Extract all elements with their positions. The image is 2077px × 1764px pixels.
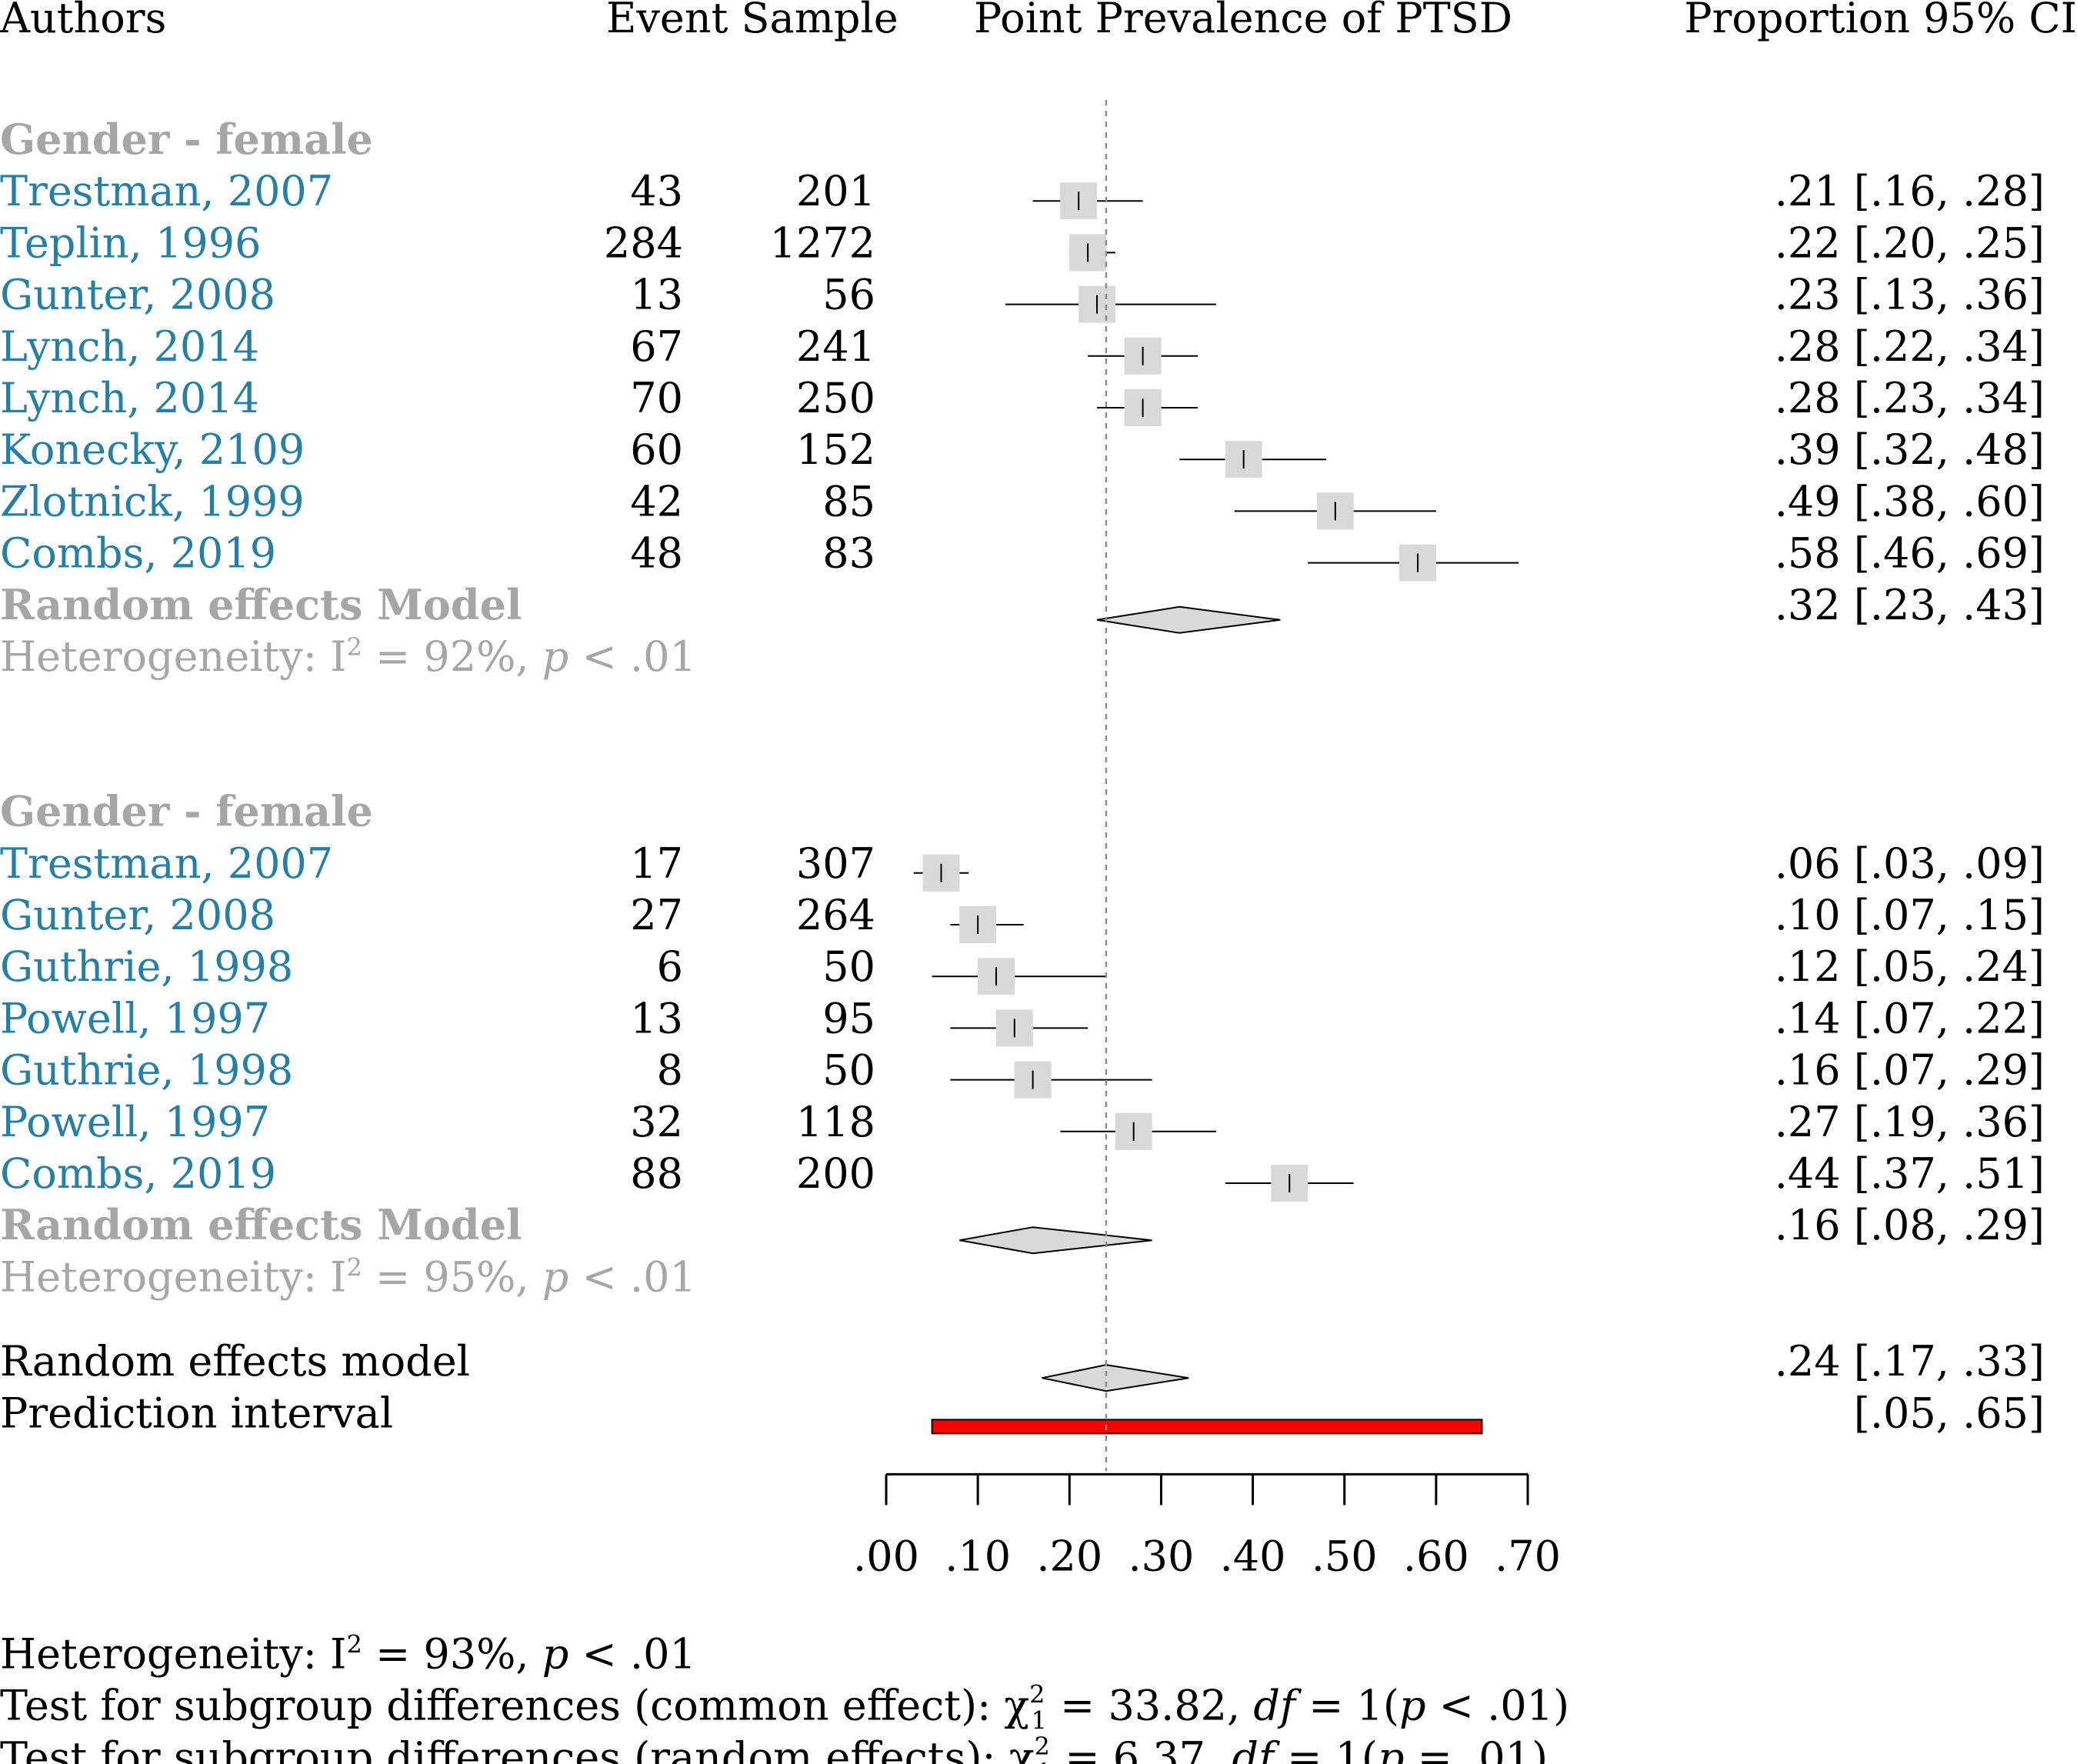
- study-sample: 250: [796, 374, 875, 422]
- x-axis-tick-label: .40: [1220, 1532, 1286, 1580]
- study-sample: 200: [796, 1149, 875, 1198]
- study-author: Powell, 1997: [0, 1098, 270, 1146]
- study-events: 60: [630, 425, 683, 474]
- study-ci: .06 [.03, .09]: [1775, 839, 2045, 888]
- study-author: Konecky, 2109: [0, 425, 305, 474]
- subgroup-1-model-label: Random effects Model: [0, 1200, 522, 1249]
- prediction-interval-label: Prediction interval: [0, 1389, 393, 1437]
- study-author: Zlotnick, 1999: [0, 477, 305, 525]
- study-author: Lynch, 2014: [0, 322, 259, 371]
- study-events: 13: [630, 271, 683, 319]
- study-events: 17: [630, 839, 683, 888]
- prediction-interval-ci: [.05, .65]: [1854, 1389, 2045, 1437]
- study-ci: .27 [.19, .36]: [1775, 1098, 2045, 1146]
- study-sample: 118: [796, 1098, 875, 1146]
- subgroup-1-label: Gender - female: [0, 787, 373, 836]
- study-ci: .23 [.13, .36]: [1775, 271, 2045, 319]
- study-ci: .21 [.16, .28]: [1775, 167, 2045, 215]
- study-author: Combs, 2019: [0, 1149, 276, 1198]
- subgroup-0-heterogeneity: Heterogeneity: I2 = 92%, p < .01: [0, 632, 696, 681]
- subgroup-0-model-label: Random effects Model: [0, 580, 522, 629]
- study-ci: .14 [.07, .22]: [1775, 994, 2045, 1042]
- x-axis-tick-label: .30: [1128, 1532, 1194, 1580]
- header-plot-title: Point Prevalence of PTSD: [974, 0, 1512, 42]
- study-author: Trestman, 2007: [0, 839, 333, 888]
- study-sample: 85: [822, 477, 875, 525]
- study-events: 42: [630, 477, 683, 525]
- header-event-sample: Event Sample: [606, 0, 898, 42]
- study-author: Combs, 2019: [0, 529, 276, 578]
- x-axis-tick-label: .60: [1403, 1532, 1469, 1580]
- subgroup-1-heterogeneity: Heterogeneity: I2 = 95%, p < .01: [0, 1252, 696, 1301]
- study-sample: 83: [822, 529, 875, 578]
- study-ci: .28 [.23, .34]: [1775, 374, 2045, 422]
- subgroup-1-diamond: [959, 1226, 1152, 1255]
- footer-heterogeneity: Heterogeneity: I2 = 93%, p < .01: [0, 1629, 696, 1678]
- header-authors: Authors: [0, 0, 166, 42]
- study-author: Gunter, 2008: [0, 271, 275, 319]
- study-ci: .49 [.38, .60]: [1775, 477, 2045, 525]
- study-author: Lynch, 2014: [0, 374, 259, 422]
- study-sample: 95: [822, 994, 875, 1042]
- study-author: Guthrie, 1998: [0, 1046, 293, 1095]
- study-sample: 201: [796, 167, 875, 215]
- study-ci: .22 [.20, .25]: [1775, 218, 2045, 267]
- study-events: 70: [630, 374, 683, 422]
- study-ci: .44 [.37, .51]: [1775, 1149, 2045, 1198]
- footer-subgroup-test: Test for subgroup differences (random ef…: [0, 1732, 1548, 1764]
- study-sample: 56: [822, 271, 875, 319]
- study-sample: 1272: [770, 218, 875, 267]
- prediction-interval-bar: [931, 1419, 1483, 1435]
- overall-model-label: Random effects model: [0, 1337, 470, 1386]
- study-sample: 307: [796, 839, 875, 888]
- overall-model-ci: .24 [.17, .33]: [1775, 1337, 2045, 1386]
- study-events: 43: [630, 167, 683, 215]
- study-author: Trestman, 2007: [0, 167, 333, 215]
- study-sample: 241: [796, 322, 875, 371]
- study-events: 6: [657, 942, 683, 991]
- study-events: 32: [630, 1098, 683, 1146]
- study-ci: .39 [.32, .48]: [1775, 425, 2045, 474]
- study-events: 13: [630, 994, 683, 1042]
- x-axis-tick-label: .50: [1312, 1532, 1378, 1580]
- study-sample: 50: [822, 942, 875, 991]
- study-author: Guthrie, 1998: [0, 942, 293, 991]
- study-events: 27: [630, 891, 683, 939]
- study-author: Powell, 1997: [0, 994, 270, 1042]
- study-author: Gunter, 2008: [0, 891, 275, 939]
- study-events: 8: [657, 1046, 683, 1095]
- study-ci: .12 [.05, .24]: [1775, 942, 2045, 991]
- study-events: 88: [630, 1149, 683, 1198]
- x-axis-tick-label: .00: [853, 1532, 919, 1580]
- header-ci: Proportion 95% CI: [1684, 0, 2077, 42]
- footer-subgroup-test: Test for subgroup differences (common ef…: [0, 1680, 1569, 1736]
- study-events: 284: [604, 218, 683, 267]
- study-sample: 152: [796, 425, 875, 474]
- subgroup-0-diamond: [1096, 605, 1281, 634]
- study-author: Teplin, 1996: [0, 218, 261, 267]
- x-axis-tick-label: .20: [1036, 1532, 1102, 1580]
- x-axis-tick-label: .70: [1495, 1532, 1561, 1580]
- study-events: 67: [630, 322, 683, 371]
- study-ci: .10 [.07, .15]: [1775, 891, 2045, 939]
- subgroup-0-label: Gender - female: [0, 115, 373, 164]
- subgroup-1-model-ci: .16 [.08, .29]: [1775, 1201, 2045, 1249]
- subgroup-0-model-ci: .32 [.23, .43]: [1775, 581, 2045, 629]
- study-ci: .28 [.22, .34]: [1775, 322, 2045, 371]
- study-sample: 264: [796, 891, 875, 939]
- study-ci: .58 [.46, .69]: [1775, 529, 2045, 578]
- overall-diamond: [1042, 1364, 1189, 1392]
- study-sample: 50: [822, 1046, 875, 1095]
- study-ci: .16 [.07, .29]: [1775, 1046, 2045, 1095]
- study-events: 48: [630, 529, 683, 578]
- x-axis-tick-label: .10: [945, 1532, 1011, 1580]
